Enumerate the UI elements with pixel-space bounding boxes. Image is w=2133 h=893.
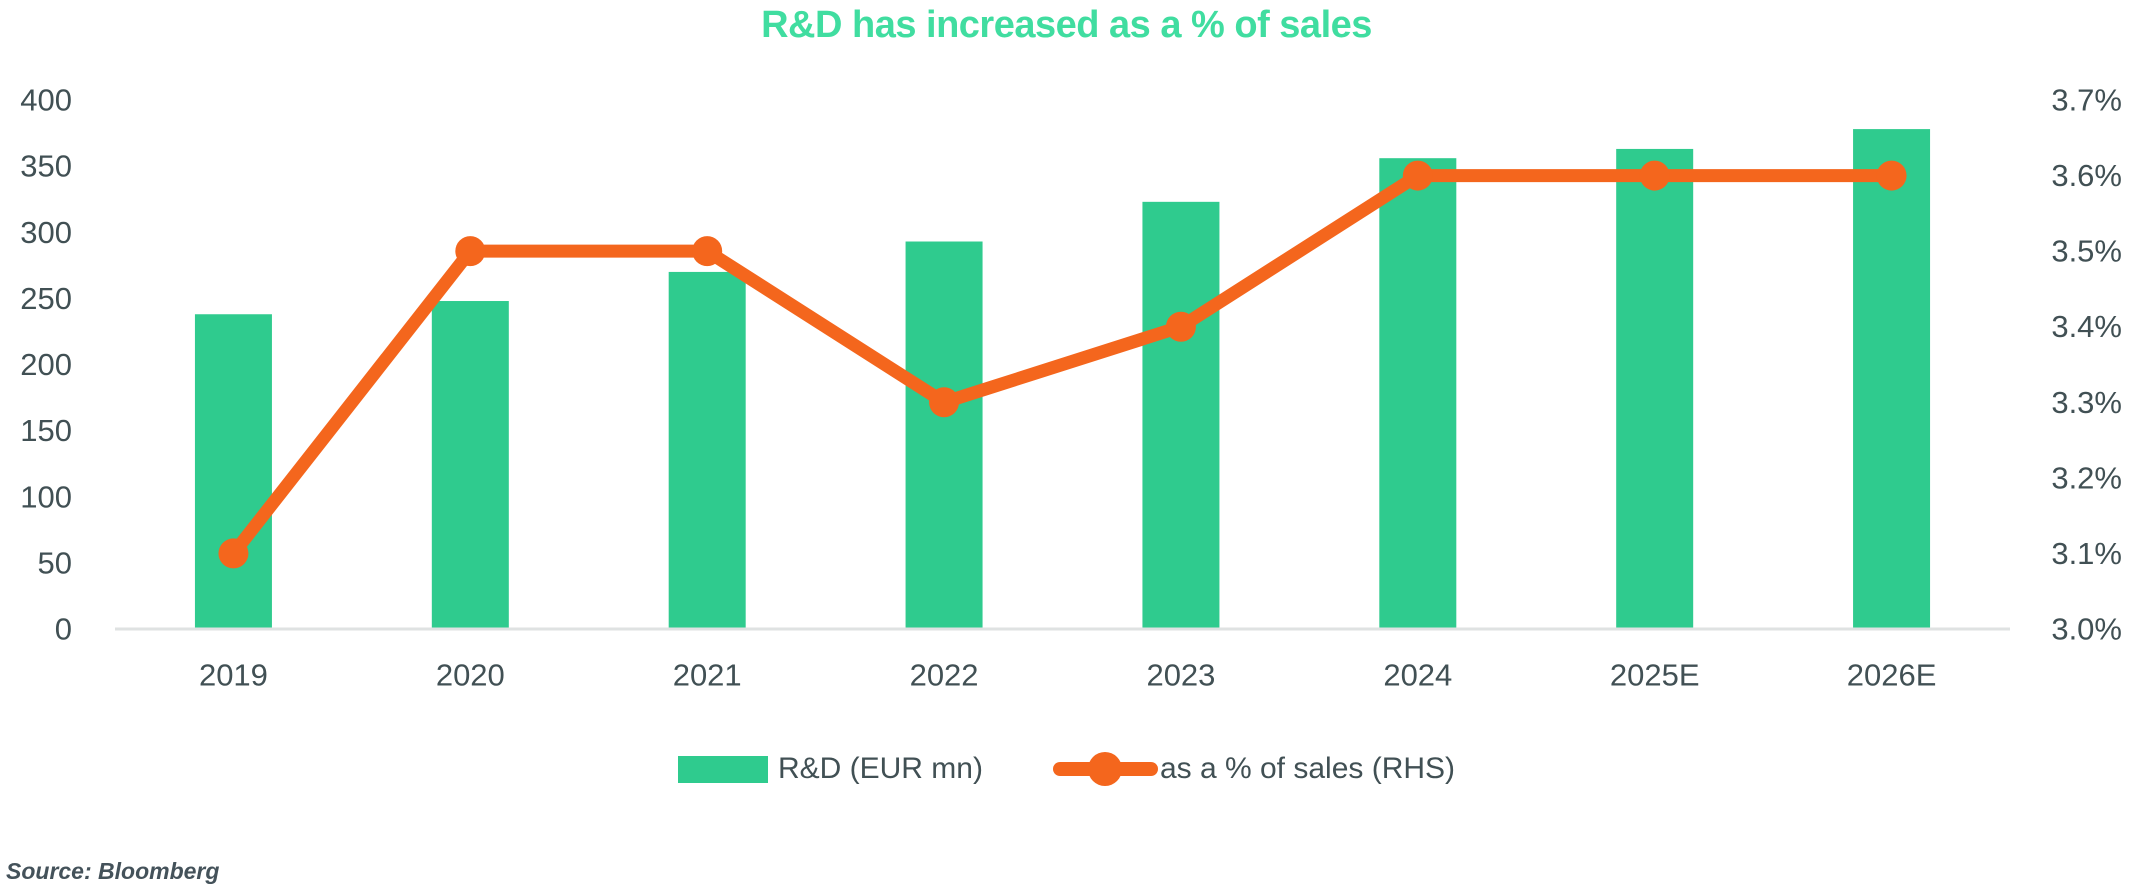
- left-axis-tick: 350: [20, 149, 72, 184]
- left-axis-tick: 250: [20, 281, 72, 316]
- right-axis-tick: 3.2%: [2051, 460, 2122, 495]
- bar-2021: [668, 271, 746, 628]
- legend-line-dot-icon: [1088, 752, 1123, 786]
- line-point-2024: [1402, 160, 1433, 191]
- right-axis-tick: 3.0%: [2051, 612, 2122, 647]
- x-axis-label-2021: 2021: [673, 658, 742, 693]
- bar-2025E: [1616, 148, 1694, 628]
- bar-2026E: [1853, 129, 1931, 628]
- right-axis-tick: 3.5%: [2051, 234, 2122, 269]
- x-axis-label-2024: 2024: [1383, 658, 1452, 693]
- x-axis-label-2023: 2023: [1146, 658, 1215, 693]
- line-point-2025E: [1639, 160, 1670, 191]
- line-point-2026E: [1876, 160, 1907, 191]
- bar-2019: [194, 314, 272, 628]
- combo-chart: 0 50 100 150 200 250 300 350 400 3.0% 3.1% 3.2% 3.3%…: [20, 83, 2122, 693]
- legend-label-sales-pct: as a % of sales (RHS): [1159, 752, 1456, 785]
- right-axis-tick: 3.1%: [2051, 536, 2122, 571]
- x-axis-label-2025E: 2025E: [1610, 658, 1700, 693]
- bar-2023: [1142, 201, 1220, 628]
- x-axis-label-2022: 2022: [910, 658, 979, 693]
- right-axis-tick: 3.3%: [2051, 385, 2122, 420]
- legend-item-rd: R&D (EUR mn): [677, 752, 983, 786]
- x-axis-label-2026E: 2026E: [1847, 658, 1937, 693]
- line-point-2023: [1165, 311, 1196, 342]
- left-axis-tick: 300: [20, 215, 72, 250]
- x-axis-baseline: [115, 627, 2010, 631]
- source-note: Source: Bloomberg: [6, 858, 220, 884]
- chart-title: R&D has increased as a % of sales: [761, 4, 1372, 46]
- left-axis-tick: 150: [20, 413, 72, 448]
- bar-2022: [905, 241, 983, 628]
- line-point-2021: [692, 236, 723, 267]
- legend-label-rd: R&D (EUR mn): [777, 752, 983, 785]
- right-axis-tick: 3.6%: [2051, 158, 2122, 193]
- left-axis-tick: 100: [20, 479, 72, 514]
- legend-line-swatch: [1052, 752, 1158, 786]
- pct-of-sales-line: [226, 169, 1899, 560]
- x-axis-label-2020: 2020: [436, 658, 505, 693]
- line-point-2019: [218, 538, 249, 569]
- line-point-2022: [929, 387, 960, 418]
- legend-bar-swatch: [677, 755, 768, 783]
- line-point-2020: [455, 236, 486, 267]
- left-axis-tick: 400: [20, 83, 72, 118]
- left-axis-tick: 0: [55, 612, 72, 647]
- right-axis-tick: 3.4%: [2051, 309, 2122, 344]
- bar-2020: [431, 301, 509, 628]
- left-axis-tick: 200: [20, 347, 72, 382]
- left-axis-tick: 50: [38, 545, 72, 580]
- right-axis-tick: 3.7%: [2051, 83, 2122, 118]
- bar-2024: [1379, 158, 1457, 628]
- legend-item-sales-pct: as a % of sales (RHS): [1052, 752, 1456, 786]
- x-axis-label-2019: 2019: [199, 658, 268, 693]
- legend: R&D (EUR mn) as a % of sales (RHS): [0, 752, 2133, 786]
